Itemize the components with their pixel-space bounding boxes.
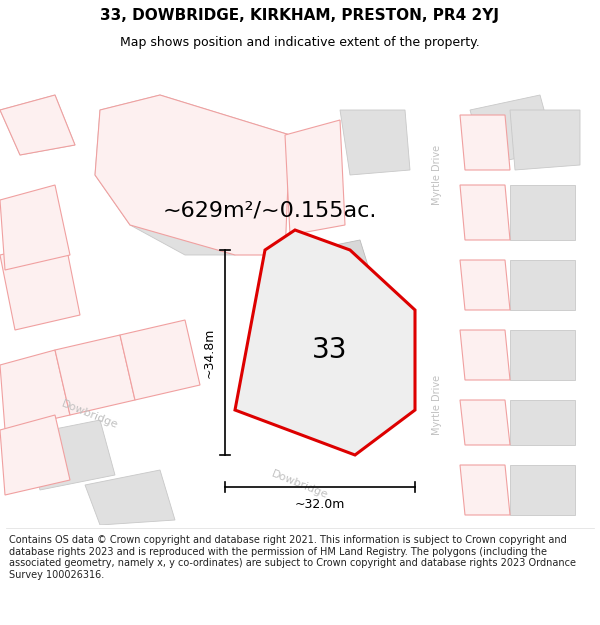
Text: Contains OS data © Crown copyright and database right 2021. This information is : Contains OS data © Crown copyright and d…	[9, 535, 576, 580]
Polygon shape	[0, 95, 75, 155]
Polygon shape	[95, 95, 290, 255]
Text: 33: 33	[312, 336, 348, 364]
Polygon shape	[510, 110, 580, 170]
Text: Dowbridge: Dowbridge	[60, 399, 120, 431]
Polygon shape	[235, 230, 415, 455]
Polygon shape	[95, 95, 290, 255]
Text: ~629m²/~0.155ac.: ~629m²/~0.155ac.	[163, 200, 377, 220]
Polygon shape	[0, 240, 80, 330]
Polygon shape	[460, 330, 510, 380]
Polygon shape	[0, 95, 75, 155]
Text: Myrtle Drive: Myrtle Drive	[432, 145, 442, 205]
Polygon shape	[0, 415, 70, 495]
Polygon shape	[460, 465, 510, 515]
Polygon shape	[270, 240, 385, 340]
Polygon shape	[460, 115, 510, 170]
Polygon shape	[55, 335, 135, 415]
Text: 33, DOWBRIDGE, KIRKHAM, PRESTON, PR4 2YJ: 33, DOWBRIDGE, KIRKHAM, PRESTON, PR4 2YJ	[101, 8, 499, 23]
Polygon shape	[25, 420, 115, 490]
Polygon shape	[510, 185, 575, 240]
Polygon shape	[460, 260, 510, 310]
Text: Map shows position and indicative extent of the property.: Map shows position and indicative extent…	[120, 36, 480, 49]
Text: Dowbridge: Dowbridge	[270, 469, 330, 501]
Polygon shape	[0, 365, 600, 545]
Polygon shape	[470, 95, 555, 165]
Polygon shape	[285, 120, 345, 235]
Polygon shape	[120, 320, 200, 400]
Polygon shape	[410, 55, 500, 525]
Polygon shape	[510, 465, 575, 515]
Polygon shape	[85, 470, 175, 525]
Polygon shape	[0, 185, 70, 270]
Polygon shape	[0, 45, 300, 150]
Polygon shape	[510, 330, 575, 380]
Polygon shape	[0, 350, 70, 430]
Polygon shape	[510, 400, 575, 445]
Polygon shape	[460, 400, 510, 445]
Polygon shape	[340, 110, 410, 175]
Text: ~34.8m: ~34.8m	[203, 328, 215, 378]
Text: ~32.0m: ~32.0m	[295, 499, 345, 511]
Polygon shape	[510, 260, 575, 310]
Polygon shape	[460, 185, 510, 240]
Text: Myrtle Drive: Myrtle Drive	[432, 375, 442, 435]
